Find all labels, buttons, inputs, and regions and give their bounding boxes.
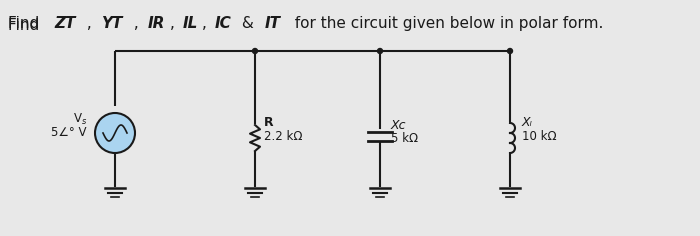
Text: 5 kΩ: 5 kΩ bbox=[391, 132, 418, 146]
Text: 5∠° V: 5∠° V bbox=[52, 126, 87, 139]
Text: IT: IT bbox=[265, 16, 281, 31]
Text: IL: IL bbox=[183, 16, 198, 31]
Text: V$_s$: V$_s$ bbox=[73, 111, 87, 126]
Text: Xc: Xc bbox=[391, 119, 407, 132]
Text: IR: IR bbox=[148, 16, 165, 31]
Text: ZT: ZT bbox=[55, 16, 76, 31]
Text: IC: IC bbox=[215, 16, 232, 31]
Text: ,: , bbox=[202, 16, 212, 31]
Circle shape bbox=[95, 113, 135, 153]
Text: Find: Find bbox=[8, 16, 44, 31]
Text: Xₗ: Xₗ bbox=[522, 115, 533, 128]
Circle shape bbox=[508, 49, 512, 54]
Text: ,: , bbox=[82, 16, 97, 31]
Text: 2.2 kΩ: 2.2 kΩ bbox=[264, 131, 302, 143]
Text: Find: Find bbox=[8, 18, 44, 33]
Text: for the circuit given below in polar form.: for the circuit given below in polar for… bbox=[286, 16, 604, 31]
Text: YT: YT bbox=[101, 16, 122, 31]
Circle shape bbox=[253, 49, 258, 54]
Text: ,: , bbox=[170, 16, 180, 31]
Text: ,: , bbox=[129, 16, 144, 31]
Text: R: R bbox=[264, 115, 274, 128]
Text: 10 kΩ: 10 kΩ bbox=[522, 131, 557, 143]
Circle shape bbox=[377, 49, 382, 54]
Text: &: & bbox=[237, 16, 258, 31]
